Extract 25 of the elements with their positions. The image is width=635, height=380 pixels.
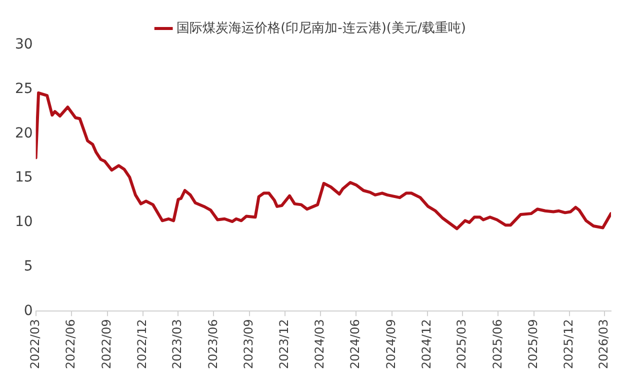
y-tick-label: 5 (24, 258, 33, 274)
x-tick-label: 2024/09 (384, 319, 398, 370)
x-tick-label: 2022/09 (100, 319, 114, 370)
x-tick-label: 2024/12 (419, 319, 434, 370)
x-tick-label: 2025/12 (561, 319, 576, 370)
x-tick-label: 2025/09 (526, 319, 540, 370)
y-tick-label: 0 (24, 302, 33, 319)
x-tick-label: 2025/03 (454, 319, 468, 370)
x-tick-label: 2023/03 (170, 319, 184, 370)
legend-label: 国际煤炭海运价格(印尼南加-连云港)(美元/载重吨) (176, 20, 466, 36)
y-tick-label: 20 (14, 125, 33, 142)
x-tick-label: 2022/03 (28, 319, 42, 370)
x-tick-label: 2024/06 (348, 319, 362, 370)
x-tick-label: 2026/03 (596, 319, 611, 370)
x-tick-label: 2024/03 (312, 319, 326, 370)
y-tick-label: 15 (14, 170, 33, 186)
y-tick-label: 25 (14, 81, 33, 97)
x-tick-label: 2022/12 (134, 319, 149, 370)
x-tick-label: 2023/09 (242, 319, 256, 370)
x-tick-label: 2023/12 (277, 319, 292, 370)
x-tick-label: 2022/06 (64, 319, 78, 370)
x-tick-label: 2023/06 (206, 319, 220, 370)
y-tick-label: 30 (14, 36, 33, 53)
x-tick-label: 2025/06 (490, 319, 504, 370)
y-tick-label: 10 (14, 214, 33, 230)
